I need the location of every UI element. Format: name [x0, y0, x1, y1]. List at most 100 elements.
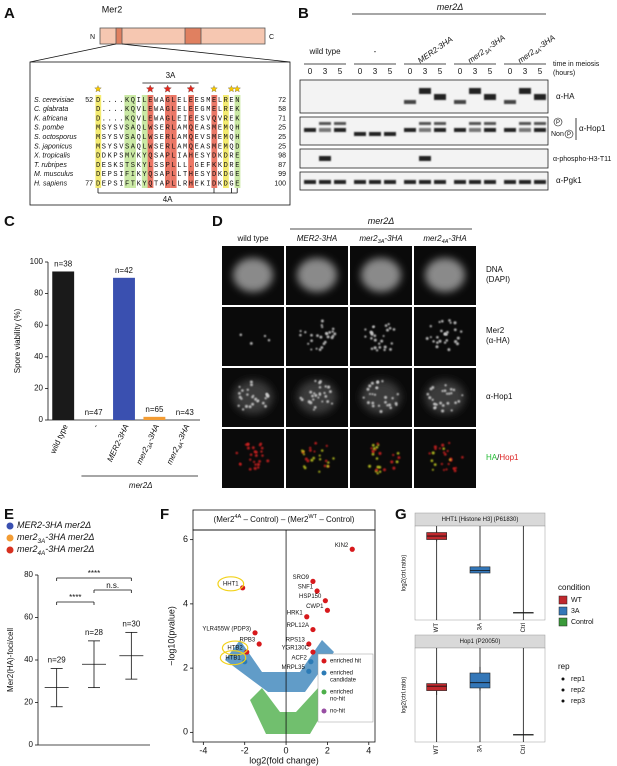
y-tick-label: 20	[34, 384, 43, 393]
band	[484, 128, 496, 132]
box	[469, 566, 491, 574]
band	[469, 88, 481, 94]
y-tick-label: 0	[39, 415, 44, 424]
focus	[440, 329, 443, 333]
focus	[330, 402, 334, 405]
timepoint: 5	[388, 67, 393, 76]
focus	[368, 464, 372, 468]
focus	[370, 337, 373, 340]
band	[454, 100, 466, 104]
species-name: S. pombe	[34, 125, 64, 132]
focus	[376, 465, 380, 469]
point-label: HHT1	[223, 581, 239, 587]
end-position: 87	[278, 162, 286, 169]
point	[308, 659, 314, 665]
focus	[246, 393, 249, 396]
focus	[254, 454, 258, 457]
focus	[431, 451, 435, 455]
focus	[377, 404, 381, 407]
focus	[433, 445, 437, 449]
point	[244, 649, 250, 655]
band	[419, 156, 431, 161]
n-label: n=43	[176, 408, 195, 417]
band	[519, 180, 531, 184]
focus	[441, 319, 444, 323]
micrograph	[350, 429, 412, 488]
star	[146, 84, 155, 93]
conservation-shade	[130, 95, 136, 188]
focus	[379, 409, 383, 414]
focus	[249, 341, 253, 345]
focus	[316, 334, 319, 337]
point	[306, 641, 312, 647]
text-part: MER2-3HA	[416, 35, 454, 66]
focus	[457, 400, 461, 403]
sequence: DEPSIFTKYQTAPLLRHEKIDKDGE	[96, 181, 241, 189]
focus	[441, 443, 445, 447]
text-part: -	[374, 47, 377, 56]
focus	[318, 348, 322, 351]
legend-label: 3A	[571, 608, 580, 615]
species-name: H. sapiens	[34, 181, 68, 188]
x-tick-label: WT	[434, 623, 440, 633]
end-position: 100	[274, 181, 286, 188]
focus	[392, 328, 396, 331]
focus	[246, 443, 250, 447]
y-tick-label: 80	[34, 289, 43, 298]
legend-label: mer23A-3HA mer2Δ	[17, 532, 94, 545]
focus	[299, 330, 302, 333]
focus	[391, 397, 394, 400]
focus	[261, 454, 264, 457]
focus	[333, 332, 337, 336]
end-position: 72	[278, 97, 286, 104]
column-label: MER2-3HA	[297, 234, 337, 243]
n-label: n=29	[48, 656, 67, 665]
blot-label: α-phospho-H3-T11	[553, 156, 611, 163]
legend-key	[558, 595, 568, 605]
focus	[324, 385, 327, 388]
legend-marker	[321, 708, 327, 714]
panel-label: G	[395, 506, 407, 523]
band	[534, 122, 546, 125]
point-label: KIN2	[335, 543, 349, 549]
text-part: 4A	[38, 550, 46, 557]
y-axis-label: Spore viability (%)	[13, 308, 22, 373]
x-tick-label: wild type	[48, 422, 70, 455]
focus	[311, 394, 314, 398]
focus	[318, 470, 321, 473]
timepoint: 3	[523, 67, 528, 76]
species-name: S. cerevisiae	[34, 97, 74, 104]
band	[519, 128, 531, 132]
y-axis-label: Mer2(HA)-foci/cell	[6, 628, 15, 692]
zoom-line	[121, 43, 291, 63]
row-label: DNA	[486, 265, 504, 274]
text-part: -3HA	[384, 234, 402, 243]
y-tick-label: 6	[183, 534, 188, 544]
focus	[370, 381, 374, 385]
band	[434, 180, 446, 184]
point	[310, 649, 316, 655]
focus	[249, 458, 252, 461]
band	[434, 94, 446, 100]
y-axis-label: log2(ctrl.ratio)	[402, 555, 408, 592]
legend-marker	[6, 546, 14, 554]
band	[419, 180, 431, 184]
focus	[445, 468, 448, 471]
timepoint: 0	[408, 67, 413, 76]
text-part: /	[497, 453, 500, 462]
focus	[323, 340, 327, 344]
focus	[378, 346, 382, 349]
focus	[239, 333, 243, 337]
n-terminus: N	[90, 34, 95, 41]
point-label: HTB1	[225, 655, 241, 661]
sequence: MSYSVSAQLWSERLAMQEASMEMQD	[96, 143, 241, 151]
point	[324, 607, 331, 613]
nucleus-glow	[233, 258, 273, 292]
band	[404, 180, 416, 184]
focus	[241, 408, 245, 411]
timepoint: 0	[508, 67, 513, 76]
focus	[302, 450, 305, 453]
column-label: mer24A-3HA	[423, 234, 466, 245]
end-position: 98	[278, 153, 286, 160]
text-part: mer2Δ	[437, 2, 464, 12]
